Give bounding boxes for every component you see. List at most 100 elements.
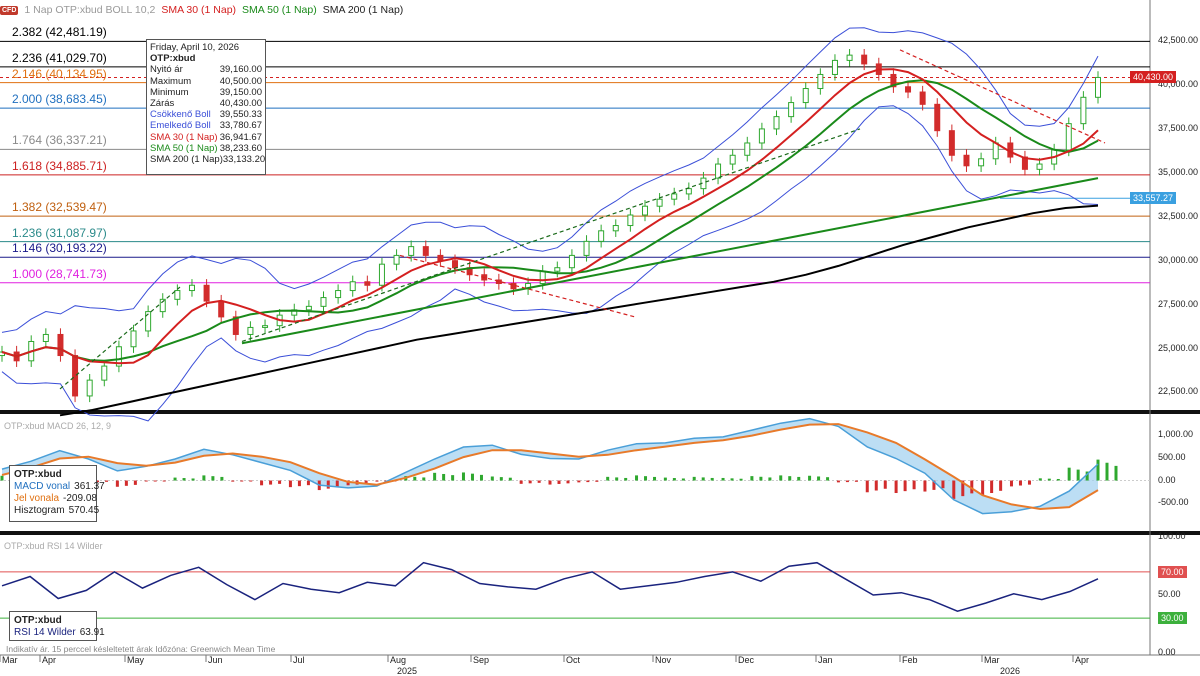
month-label: Mar — [2, 655, 18, 665]
legend-sma200[interactable]: SMA 200 (1 Nap) — [322, 4, 404, 16]
rsi-pane — [0, 561, 1150, 619]
macd-histogram-bar — [422, 477, 426, 481]
month-label: Apr — [42, 655, 57, 665]
info-key: Emelkedő Boll — [150, 120, 211, 132]
info-value: 361.37 — [74, 481, 105, 492]
macd-histogram-bar — [990, 480, 994, 494]
macd-histogram-bar — [912, 480, 916, 490]
info-row: SMA 50 (1 Nap) 38,233.60 — [150, 143, 262, 154]
macd-histogram-bar — [836, 480, 840, 483]
macd-tick-label: 500.00 — [1158, 451, 1186, 462]
candle-body — [1065, 123, 1072, 151]
macd-histogram-bar — [635, 475, 639, 481]
macd-histogram-bar — [173, 477, 177, 481]
macd-histogram-bar — [346, 480, 350, 486]
legend-sma50[interactable]: SMA 50 (1 Nap) — [242, 4, 317, 16]
candle-body — [948, 130, 955, 156]
candle-body — [1080, 96, 1087, 125]
macd-histogram-bar — [335, 480, 339, 488]
support-trendline — [241, 177, 1099, 345]
candle-body — [232, 316, 239, 335]
macd-histogram-bar — [548, 480, 552, 485]
macd-pane — [0, 417, 1150, 515]
macd-histogram-bar — [808, 475, 812, 481]
macd-histogram-bar — [1114, 465, 1118, 481]
macd-histogram-bar — [1096, 459, 1100, 481]
candle-body — [364, 281, 371, 286]
candle-body — [393, 254, 400, 265]
candle-body — [101, 365, 108, 381]
macd-tick-label: 1,000.00 — [1158, 428, 1194, 439]
month-label: Sep — [473, 655, 490, 665]
macd-histogram-bar — [260, 480, 264, 486]
macd-histogram-bar — [508, 477, 512, 481]
candle-body — [802, 88, 809, 104]
legend-sma30[interactable]: SMA 30 (1 Nap) — [161, 4, 237, 16]
candle-body — [627, 214, 634, 227]
month-label: Nov — [655, 655, 672, 665]
last-price-tag: 40,430.00 — [1130, 71, 1177, 84]
macd-histogram-bar — [1085, 471, 1089, 481]
info-value: 570.45 — [68, 505, 100, 516]
info-value: 39,150.00 — [219, 86, 262, 98]
macd-histogram-bar — [595, 480, 599, 482]
price-tick-label: 22,500.00 — [1158, 386, 1199, 397]
year-label: 2025 — [397, 666, 418, 676]
info-row: Nyitó ár 39,160.00 — [150, 64, 262, 75]
macd-signal-line — [1, 423, 1099, 511]
candle-body — [831, 59, 838, 75]
macd-histogram-bar — [115, 480, 119, 487]
info-key: SMA 200 (1 Nap) — [150, 154, 223, 166]
macd-histogram-bar — [701, 477, 705, 481]
candle-body — [890, 73, 897, 88]
info-value: 40,500.00 — [219, 75, 262, 87]
macd-histogram-bar — [0, 475, 4, 481]
price-tick-label: 25,000.00 — [1158, 342, 1199, 353]
macd-histogram-bar — [586, 480, 590, 483]
candle-body — [598, 230, 605, 242]
macd-histogram-bar — [1076, 469, 1080, 481]
pane-separator — [0, 531, 1200, 535]
cfd-badge: CFD — [0, 5, 19, 15]
candle-body — [57, 333, 64, 357]
macd-histogram-bar — [470, 473, 474, 481]
macd-histogram-bar — [375, 480, 379, 482]
macd-histogram-bar — [306, 480, 310, 486]
info-key: SMA 50 (1 Nap) — [150, 142, 218, 154]
price-tick-label: 42,500.00 — [1158, 35, 1199, 46]
info-value: 40,430.00 — [219, 98, 262, 110]
info-key: SMA 30 (1 Nap) — [150, 131, 218, 143]
month-label: May — [127, 655, 145, 665]
macd-histogram-bar — [903, 480, 907, 492]
info-key: Zárás — [150, 98, 175, 110]
macd-histogram-bar — [1009, 480, 1013, 487]
macd-histogram-bar — [865, 480, 869, 493]
macd-histogram-bar — [874, 480, 878, 491]
macd-line — [1, 417, 1099, 515]
rsi-line — [1, 561, 1099, 612]
candle-body — [919, 91, 926, 105]
macd-histogram-bar — [537, 480, 541, 483]
candle-body — [554, 267, 561, 272]
macd-histogram-bar — [999, 480, 1003, 491]
macd-histogram-bar — [1047, 478, 1051, 481]
info-row: Minimum 39,150.00 — [150, 87, 262, 98]
fib-label: 2.000 (38,683.45) — [12, 92, 107, 107]
macd-histogram-bar — [1105, 462, 1109, 481]
candle-body — [378, 263, 385, 286]
fib-label: 2.382 (42,481.19) — [12, 25, 107, 40]
macd-tick-label: 0.00 — [1158, 474, 1176, 485]
symbol-label[interactable]: 1 Nap OTP:xbud BOLL 10,2 — [24, 4, 156, 16]
macd-histogram-bar — [817, 476, 821, 481]
sma30-line — [1, 68, 1099, 365]
tooltip-symbol: OTP:xbud — [150, 53, 196, 65]
dashed-resistance-line — [399, 254, 636, 318]
candle-body — [145, 311, 152, 332]
candle-body — [335, 290, 342, 299]
macd-histogram-bar — [1056, 478, 1060, 481]
rsi-tick-label: 100.00 — [1158, 531, 1186, 542]
info-row: Zárás 40,430.00 — [150, 98, 262, 109]
macd-histogram-bar — [144, 480, 148, 482]
macd-histogram-bar — [854, 480, 858, 482]
fib-label: 1.146 (30,193.22) — [12, 241, 107, 256]
